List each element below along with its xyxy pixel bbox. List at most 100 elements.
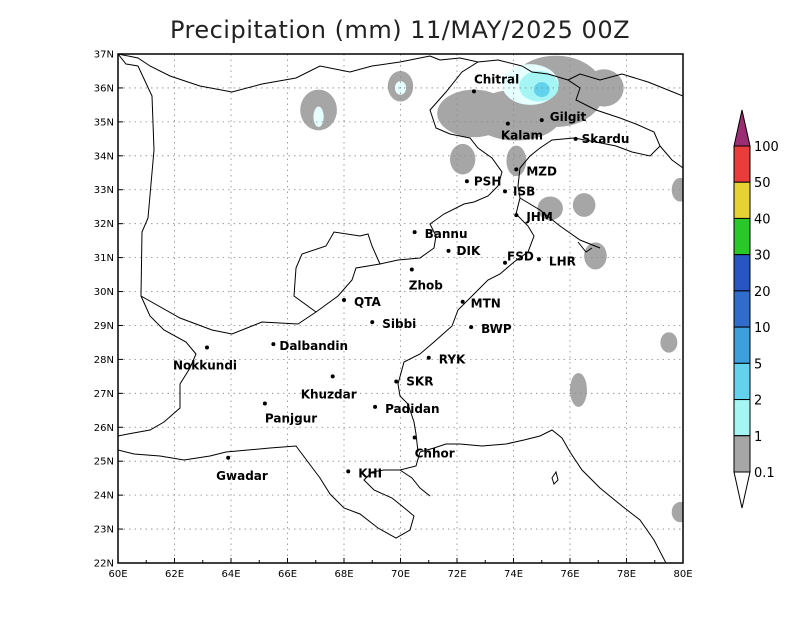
city-label: Dalbandin bbox=[279, 339, 348, 353]
precip-area-0.1 bbox=[437, 89, 511, 138]
precip-area-0.1 bbox=[506, 145, 527, 177]
precip-area-0.1 bbox=[570, 372, 587, 407]
precip-area-0.1 bbox=[449, 143, 476, 175]
lat-tick-label: 37N bbox=[94, 50, 114, 61]
city-label: RYK bbox=[439, 353, 466, 367]
city-label: Chitral bbox=[474, 72, 519, 86]
lake-feature bbox=[551, 470, 559, 485]
city-label: Gilgit bbox=[550, 110, 587, 124]
city-label: Zhob bbox=[409, 278, 443, 292]
city-dot bbox=[503, 260, 508, 265]
lon-tick-label: 66E bbox=[278, 569, 297, 580]
city-dot bbox=[505, 121, 510, 126]
afghan-iran-border bbox=[118, 54, 381, 335]
china-boundary bbox=[567, 73, 683, 97]
colorbar-swatch bbox=[733, 326, 751, 364]
city-label: Gwadar bbox=[216, 469, 268, 483]
lon-tick-label: 78E bbox=[617, 569, 636, 580]
lon-tick-label: 74E bbox=[504, 569, 523, 580]
india-internal-1 bbox=[519, 197, 601, 249]
city-label: JHM bbox=[525, 210, 552, 224]
city-label: Skardu bbox=[582, 132, 630, 146]
lat-tick-label: 22N bbox=[94, 559, 114, 570]
colorbar-level-label: 100 bbox=[754, 140, 779, 155]
colorbar-level-label: 50 bbox=[754, 176, 771, 191]
lon-tick-label: 62E bbox=[165, 569, 184, 580]
india-internal-2 bbox=[577, 241, 593, 253]
colorbar-level-label: 5 bbox=[754, 357, 762, 372]
city-dot bbox=[464, 179, 469, 184]
city-dot bbox=[394, 379, 399, 384]
axis-ticks: 60E 62E 64E 66E 68E 70E 72E 74E 76E 78E 80E 22N 23N 2… bbox=[94, 50, 693, 581]
city-label: LHR bbox=[549, 254, 576, 268]
city-dot bbox=[426, 355, 431, 360]
city-label: QTA bbox=[354, 295, 381, 309]
city-label: Bannu bbox=[425, 227, 468, 241]
lon-tick-label: 70E bbox=[391, 569, 410, 580]
precip-area-0.1 bbox=[660, 332, 678, 353]
colorbar-bottom-arrow bbox=[733, 471, 751, 509]
city-markers: Chitral Gilgit Kalam Skardu MZD PSH ISB JHM Bann… bbox=[173, 72, 629, 482]
city-dot bbox=[460, 299, 465, 304]
city-dot bbox=[342, 298, 346, 303]
city-dot bbox=[573, 136, 578, 141]
city-label: MTN bbox=[471, 297, 501, 311]
city-label: Panjgur bbox=[265, 412, 317, 426]
lat-tick-label: 33N bbox=[94, 185, 114, 196]
city-label: MZD bbox=[526, 164, 557, 178]
city-dot bbox=[409, 267, 414, 272]
lon-tick-label: 68E bbox=[334, 569, 353, 580]
precip-area-5 bbox=[533, 82, 550, 98]
city-dot bbox=[471, 89, 476, 94]
city-label: Sibbi bbox=[382, 317, 416, 331]
city-dot bbox=[514, 213, 519, 218]
lon-tick-label: 60E bbox=[108, 569, 127, 580]
city-dot bbox=[330, 374, 335, 379]
precipitation-shading bbox=[300, 55, 683, 523]
city-dot bbox=[503, 189, 508, 194]
city-label: Khuzdar bbox=[301, 387, 357, 401]
city-label: DIK bbox=[457, 244, 481, 258]
city-dot bbox=[262, 401, 267, 406]
kashmir-east bbox=[659, 145, 683, 169]
gulf-kutch bbox=[399, 469, 431, 497]
lon-tick-label: 80E bbox=[673, 569, 692, 580]
city-dot bbox=[226, 455, 231, 460]
city-label: Kalam bbox=[501, 129, 543, 143]
colorbar-swatch bbox=[733, 399, 751, 437]
city-label: ISB bbox=[513, 184, 535, 198]
city-dot bbox=[271, 342, 276, 347]
lat-tick-label: 32N bbox=[94, 219, 114, 230]
lon-tick-label: 64E bbox=[221, 569, 240, 580]
colorbar-swatch bbox=[733, 181, 751, 219]
lat-tick-label: 25N bbox=[94, 457, 114, 468]
lat-tick-label: 28N bbox=[94, 355, 114, 366]
colorbar-level-label: 1 bbox=[754, 430, 762, 445]
lat-tick-label: 29N bbox=[94, 321, 114, 332]
city-dot bbox=[446, 248, 451, 253]
colorbar-level-label: 2 bbox=[754, 394, 762, 409]
city-label: Nokkundi bbox=[173, 359, 237, 373]
precip-area-0.1 bbox=[537, 196, 563, 221]
colorbar-swatch bbox=[733, 362, 751, 401]
city-label: BWP bbox=[481, 322, 512, 336]
colorbar-swatch bbox=[733, 290, 751, 328]
precip-area-0.1 bbox=[671, 501, 683, 523]
colorbar-legend: 0.1 1 2 5 10 20 30 40 50 100 bbox=[733, 109, 779, 509]
lat-tick-label: 27N bbox=[94, 389, 114, 400]
lat-tick-label: 23N bbox=[94, 525, 114, 536]
city-dot bbox=[370, 320, 375, 325]
city-dot bbox=[373, 404, 378, 409]
india-pakistan-border bbox=[397, 65, 661, 453]
colorbar-level-label: 20 bbox=[754, 285, 771, 300]
city-dot bbox=[346, 469, 351, 474]
precip-area-0.1 bbox=[671, 177, 683, 202]
colorbar-swatch bbox=[733, 254, 751, 292]
precip-area-0.1 bbox=[572, 193, 596, 217]
precip-area-1 bbox=[313, 106, 324, 127]
city-label: PSH bbox=[474, 174, 501, 188]
afghan-pakistan-border bbox=[379, 59, 523, 265]
colorbar-swatch bbox=[733, 145, 751, 183]
afghanistan-north bbox=[118, 54, 441, 93]
